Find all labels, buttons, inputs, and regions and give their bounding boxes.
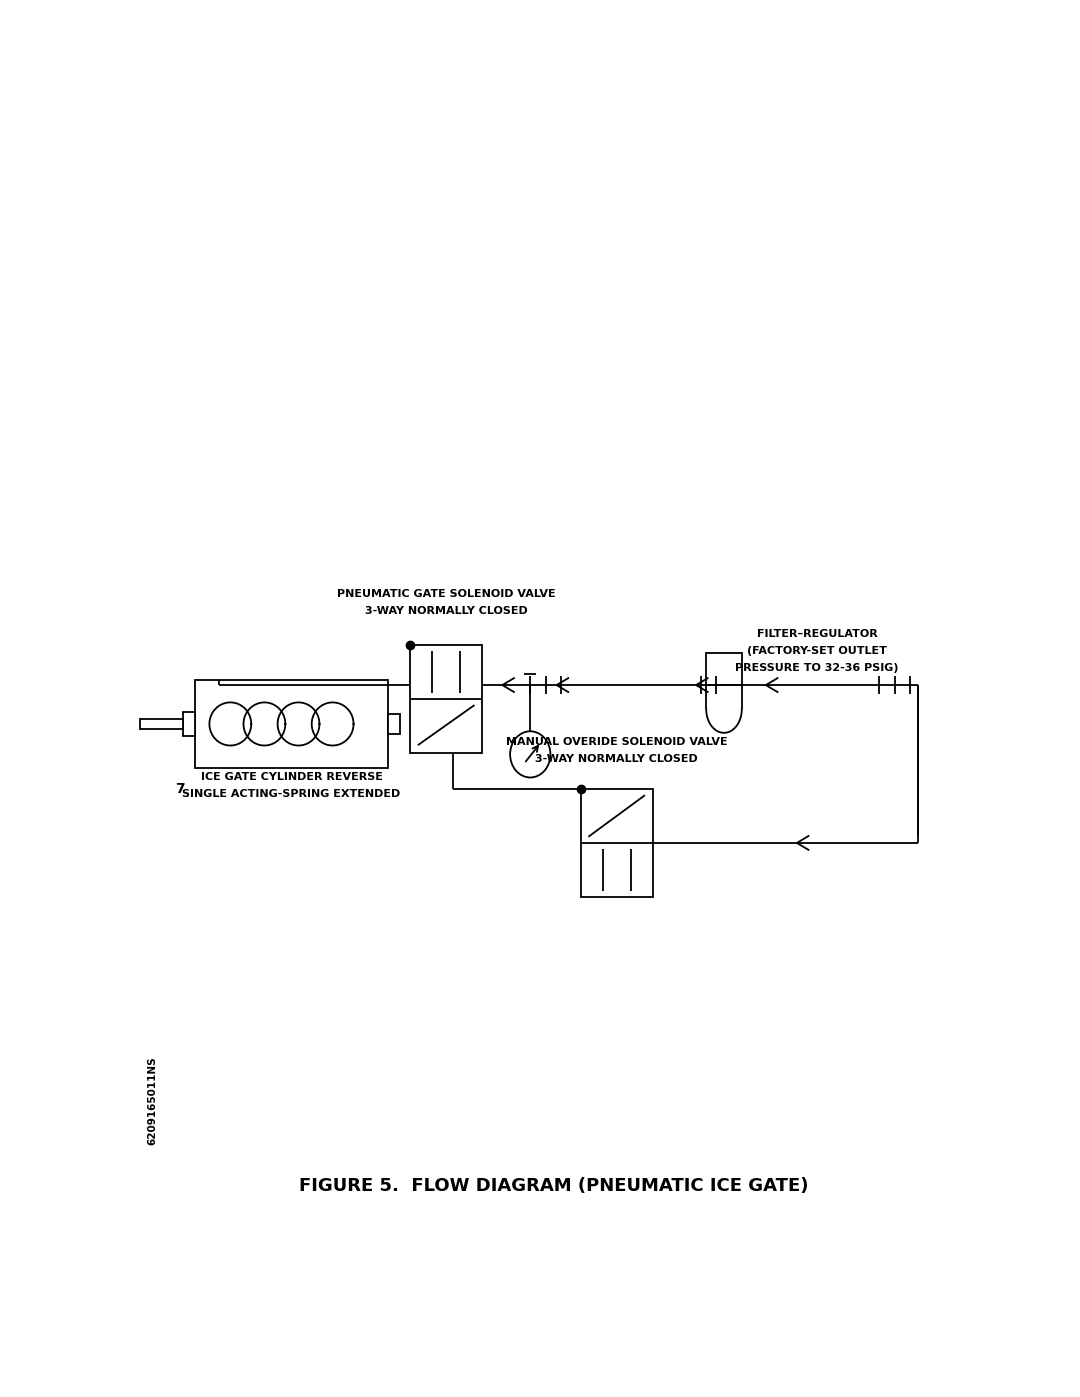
Text: FILTER–REGULATOR: FILTER–REGULATOR	[757, 629, 877, 638]
Text: MANUAL OVERIDE SOLENOID VALVE: MANUAL OVERIDE SOLENOID VALVE	[505, 736, 728, 746]
Text: 6209165011NS: 6209165011NS	[147, 1056, 157, 1146]
Text: 3-WAY NORMALLY CLOSED: 3-WAY NORMALLY CLOSED	[536, 753, 698, 764]
Bar	[388, 714, 400, 733]
Bar	[140, 718, 183, 729]
Text: 3-WAY NORMALLY CLOSED: 3-WAY NORMALLY CLOSED	[365, 606, 527, 616]
Text: PNEUMATIC GATE SOLENOID VALVE: PNEUMATIC GATE SOLENOID VALVE	[337, 590, 555, 599]
Bar	[183, 711, 195, 736]
Text: (FACTORY-SET OUTLET: (FACTORY-SET OUTLET	[747, 645, 887, 655]
Bar	[410, 645, 482, 753]
Text: FIGURE 5.  FLOW DIAGRAM (PNEUMATIC ICE GATE): FIGURE 5. FLOW DIAGRAM (PNEUMATIC ICE GA…	[299, 1176, 808, 1194]
Text: PRESSURE TO 32-36 PSIG): PRESSURE TO 32-36 PSIG)	[735, 662, 899, 673]
Text: 7: 7	[175, 782, 185, 796]
Text: SINGLE ACTING-SPRING EXTENDED: SINGLE ACTING-SPRING EXTENDED	[183, 789, 401, 799]
Text: ICE GATE CYLINDER REVERSE: ICE GATE CYLINDER REVERSE	[201, 773, 382, 782]
Bar	[581, 789, 652, 897]
Bar	[195, 680, 388, 768]
Bar	[706, 652, 742, 685]
